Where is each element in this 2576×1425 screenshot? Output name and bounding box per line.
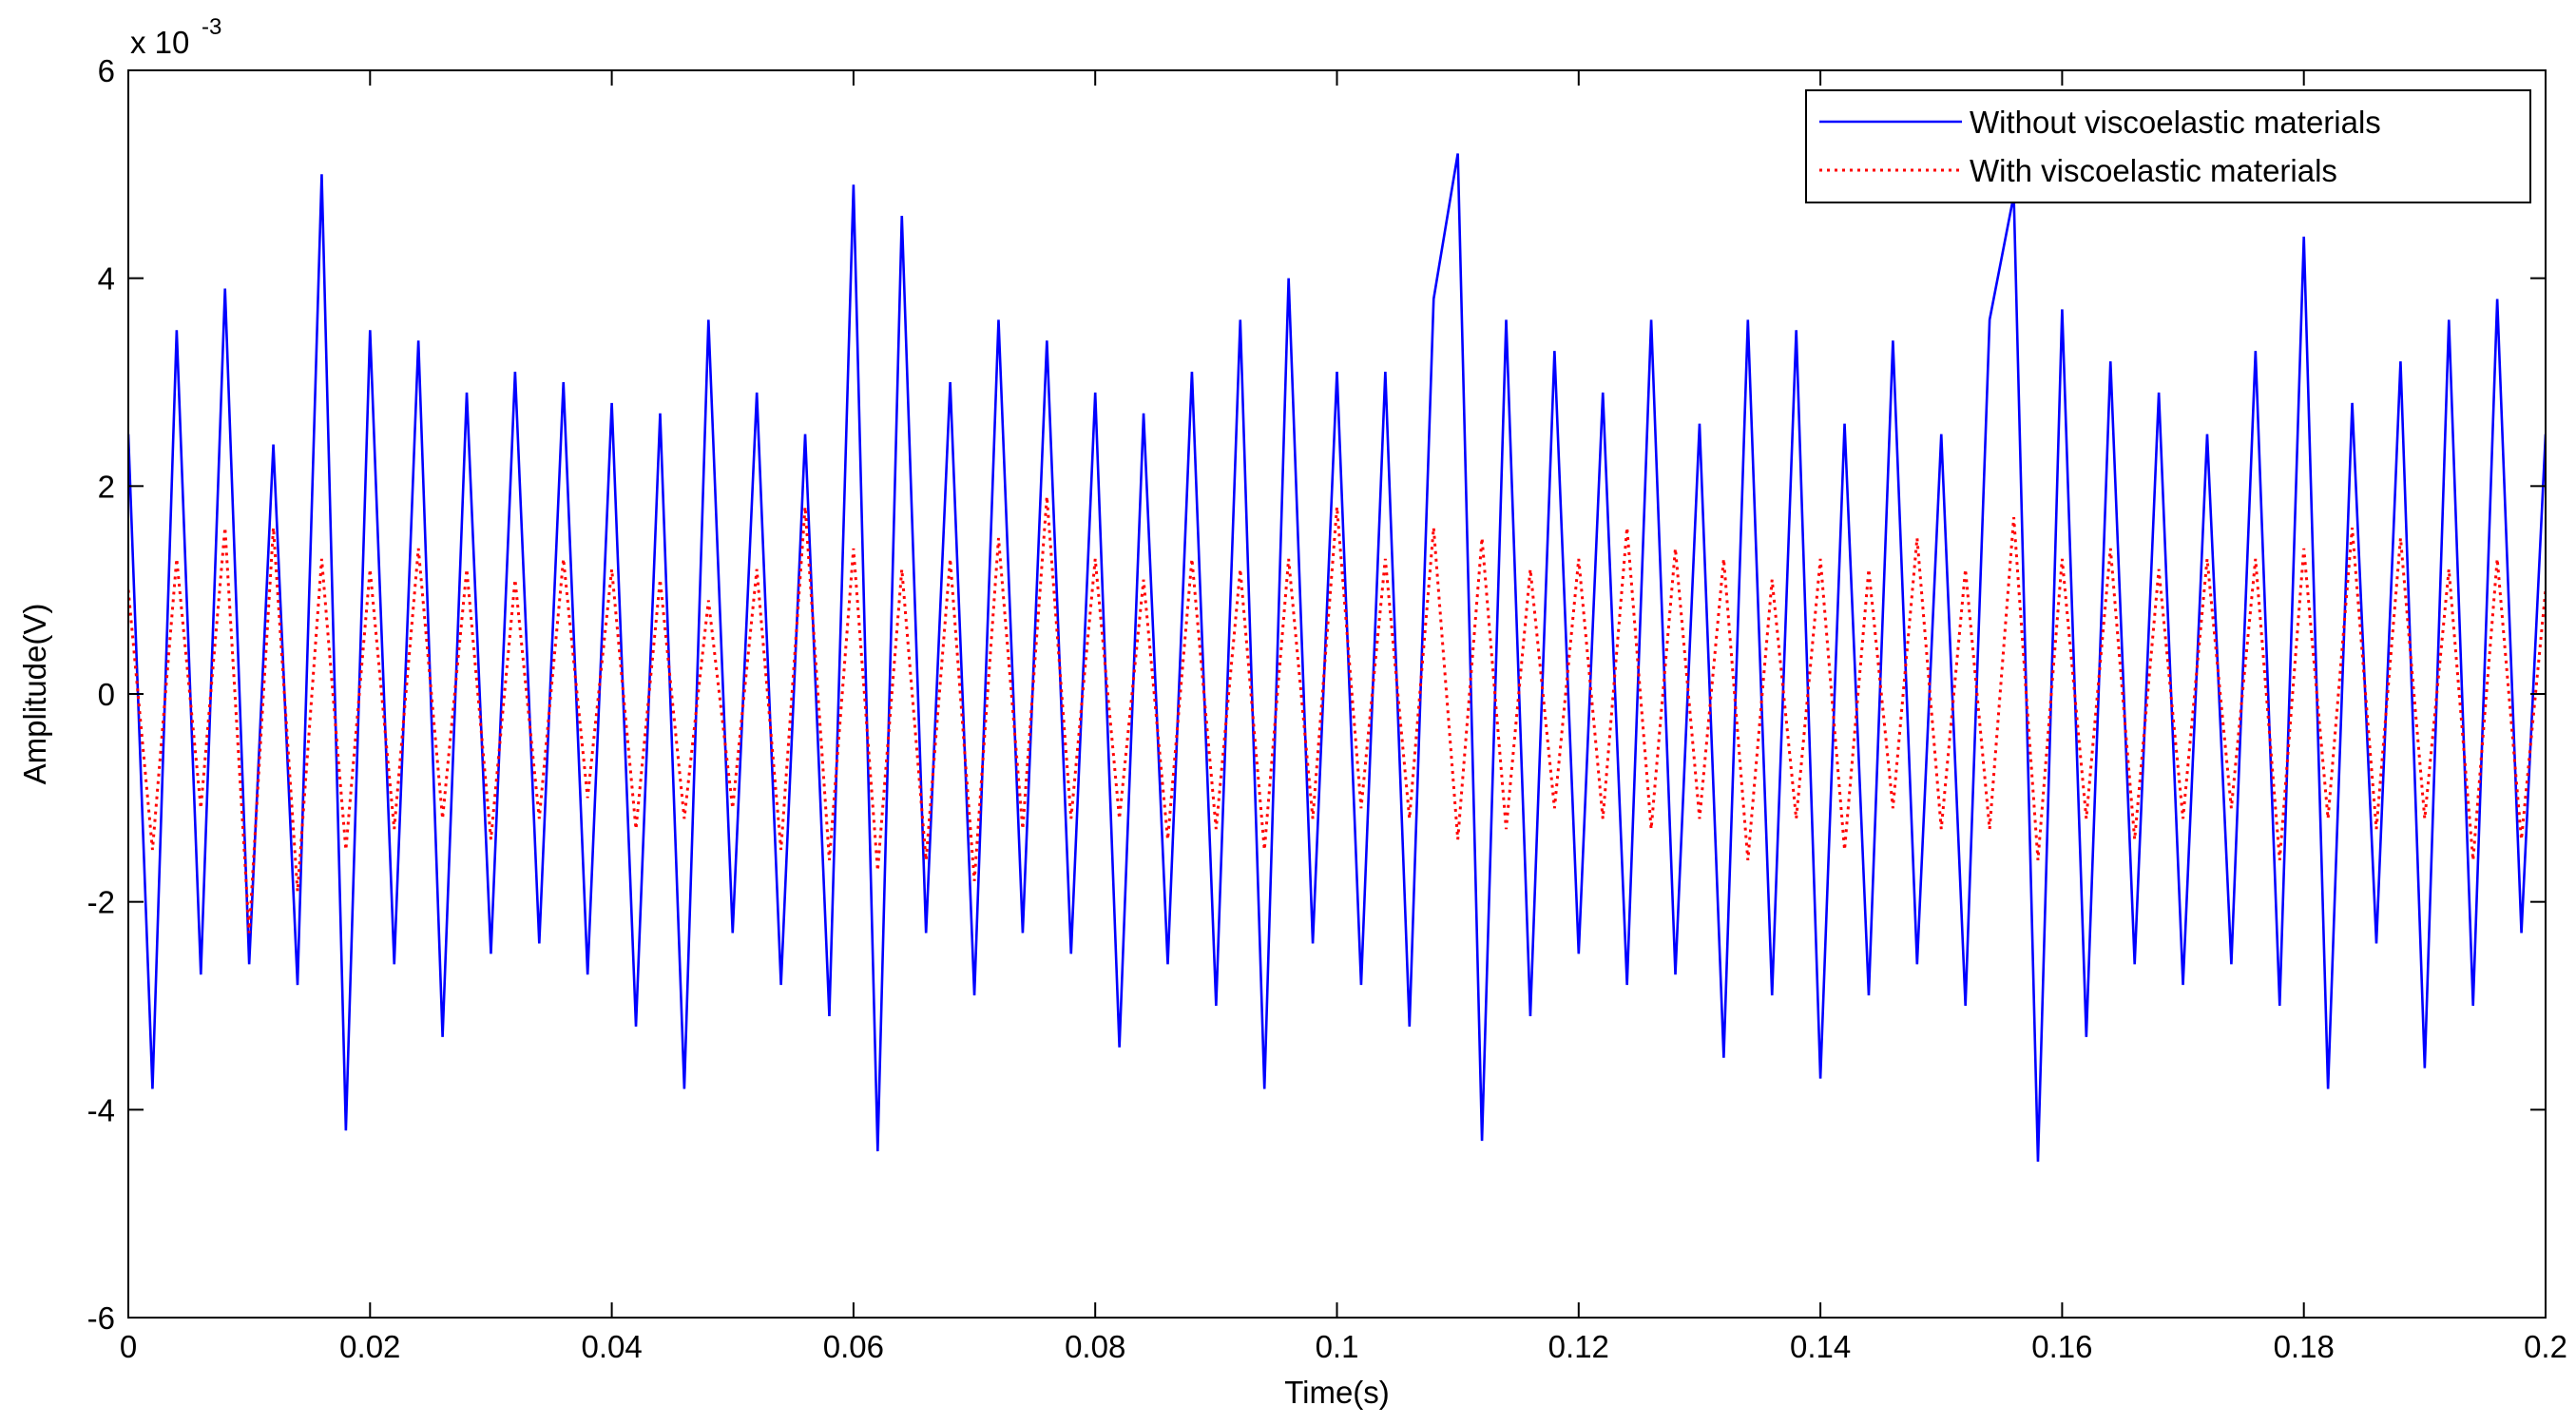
x-tick-label: 0.16 — [2031, 1329, 2092, 1364]
y-tick-label: -4 — [87, 1092, 115, 1127]
y-tick-label: -6 — [87, 1300, 115, 1336]
x-tick-label: 0.04 — [581, 1329, 642, 1364]
y-multiplier: x 10 — [130, 25, 189, 60]
y-axis-label: Amplitude(V) — [17, 604, 52, 785]
legend-label: With viscoelastic materials — [1970, 153, 2337, 188]
x-tick-label: 0.2 — [2524, 1329, 2567, 1364]
y-tick-label: 4 — [98, 261, 115, 297]
x-tick-label: 0.06 — [823, 1329, 884, 1364]
y-tick-label: -2 — [87, 885, 115, 920]
legend-box — [1805, 89, 2531, 203]
x-tick-label: 0.12 — [1548, 1329, 1609, 1364]
x-tick-label: 0.18 — [2274, 1329, 2335, 1364]
y-tick-label: 6 — [98, 53, 115, 88]
legend-label: Without viscoelastic materials — [1970, 105, 2381, 140]
y-multiplier-exponent: -3 — [202, 14, 221, 40]
x-axis-label: Time(s) — [1284, 1375, 1390, 1410]
x-tick-label: 0 — [120, 1329, 137, 1364]
line-series — [128, 153, 2546, 1163]
x-tick-label: 0.08 — [1065, 1329, 1125, 1364]
line-series — [128, 496, 2546, 934]
x-tick-label: 0.14 — [1790, 1329, 1851, 1364]
y-tick-label: 0 — [98, 677, 115, 712]
x-tick-label: 0.1 — [1316, 1329, 1359, 1364]
x-tick-label: 0.02 — [339, 1329, 400, 1364]
y-tick-label: 2 — [98, 469, 115, 504]
